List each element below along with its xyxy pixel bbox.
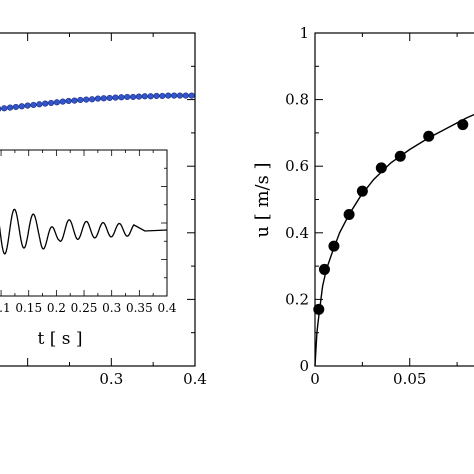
left-series-point (12, 103, 20, 111)
inset-x-tick-label: 0.2 (47, 301, 66, 315)
left-series-point (135, 93, 143, 100)
left-series-point (1, 105, 8, 112)
left-series-point (88, 96, 96, 103)
right-data-point (343, 208, 355, 220)
right-data-point (318, 263, 330, 275)
left-series-point (165, 92, 172, 99)
right-x-tick-label: 0.05 (393, 370, 426, 388)
right-data-point (356, 185, 368, 197)
right-fit-line (314, 113, 474, 367)
right-data-point (375, 162, 387, 174)
left-series-point (176, 92, 184, 99)
inset-x-tick-label: 0.3 (102, 301, 121, 315)
left-series-point (182, 92, 189, 99)
left-series-point (42, 100, 49, 107)
right-data-points (313, 119, 469, 315)
right-data-point (423, 130, 435, 142)
left-series-point (106, 94, 113, 102)
left-panel: 0.3 0.4 0.1 0.15 0.2 0.25 0.3 0.35 0.4 t [ s ] (0, 32, 207, 388)
left-series-point (30, 101, 37, 109)
inset-frame (0, 149, 168, 297)
left-series-point (18, 103, 25, 110)
inset-x-tick-label: 0.15 (15, 301, 42, 315)
inset-signal-line (0, 208, 168, 255)
left-series-point (118, 94, 125, 101)
left-series-point (141, 93, 148, 100)
left-series-point (24, 102, 31, 109)
inset-x-tick-label: 0.4 (157, 301, 176, 315)
left-series-point (94, 95, 102, 102)
left-series-point (47, 99, 55, 107)
right-ylabel: u [ m/s ] (252, 162, 273, 237)
left-series-point (100, 95, 107, 102)
left-series (0, 92, 195, 112)
left-series-point (159, 92, 166, 100)
left-series-point (65, 97, 72, 105)
left-series-point (153, 92, 160, 100)
left-series-point (0, 106, 2, 112)
right-ticks: 0 0.2 0.4 0.6 0.8 1 0 0.05 (285, 24, 458, 388)
left-series-point (147, 93, 154, 100)
right-x-tick-label: 0 (310, 370, 320, 388)
right-y-tick-label: 0.6 (285, 157, 309, 175)
left-series-point (71, 97, 78, 104)
right-y-tick-label: 0.2 (285, 290, 309, 308)
inset-ticks: 0.1 0.15 0.2 0.25 0.3 0.35 0.4 (0, 150, 177, 315)
left-series-point (36, 101, 43, 108)
right-panel: 0 0.2 0.4 0.6 0.8 1 0 0.05 u [ m/s ] (252, 24, 474, 388)
left-series-point (170, 92, 178, 99)
left-series-point (77, 96, 84, 104)
left-series-point (83, 96, 90, 103)
inset-panel: 0.1 0.15 0.2 0.25 0.3 0.35 0.4 t [ s ] (0, 149, 177, 349)
inset-x-tick-label: 0.25 (71, 301, 98, 315)
right-y-tick-label: 0 (299, 357, 309, 375)
right-y-tick-label: 0.8 (285, 91, 309, 109)
right-plot-frame (314, 32, 474, 367)
inset-xlabel: t [ s ] (37, 329, 82, 349)
left-series-point (124, 93, 131, 101)
left-series-point (129, 93, 137, 101)
left-ticks: 0.3 0.4 (27, 32, 207, 388)
left-series-point (53, 99, 61, 106)
right-y-tick-label: 1 (299, 24, 309, 42)
left-series-point (59, 98, 66, 105)
right-data-point (328, 240, 340, 252)
right-y-tick-label: 0.4 (285, 224, 309, 242)
left-series-point (6, 104, 14, 111)
right-data-point (457, 119, 469, 131)
left-series-point (188, 92, 195, 99)
inset-x-tick-label: 0.1 (0, 301, 11, 315)
left-x-tick-label: 0.3 (99, 370, 123, 388)
left-x-tick-label: 0.4 (183, 370, 207, 388)
right-data-point (313, 303, 325, 315)
left-series-point (112, 94, 119, 101)
right-data-point (394, 150, 406, 162)
inset-x-tick-label: 0.35 (126, 301, 153, 315)
